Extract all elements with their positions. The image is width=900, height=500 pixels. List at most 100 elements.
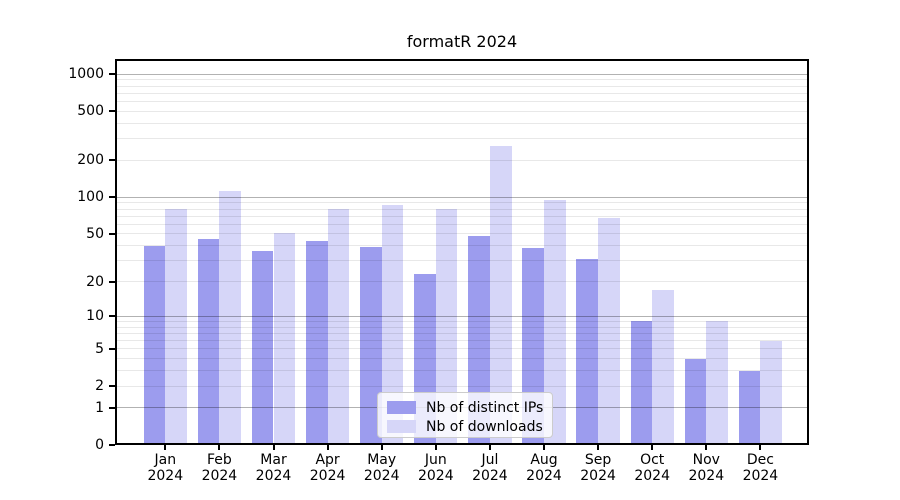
y-tick-mark-1000 — [109, 73, 115, 76]
x-tick-mark-feb — [218, 445, 221, 450]
y-tick-label-100: 100 — [77, 189, 104, 206]
gridline-minor-2 — [115, 385, 809, 387]
bar-nb-of-distinct-ips-may — [360, 246, 382, 445]
y-tick-mark-50 — [109, 232, 115, 235]
y-tick-mark-5 — [109, 347, 115, 350]
bar-nb-of-downloads-may — [381, 204, 404, 445]
y-tick-mark-10 — [109, 315, 115, 318]
x-tick-mark-mar — [272, 445, 275, 450]
gridline-minor-4 — [115, 358, 809, 360]
x-tick-mark-oct — [651, 445, 654, 450]
gridline-minor-800 — [115, 85, 809, 87]
legend-swatch-distinct-ips — [387, 401, 416, 414]
y-tick-mark-1 — [109, 406, 115, 409]
bar-nb-of-downloads-oct — [652, 289, 674, 445]
y-tick-label-1000: 1000 — [68, 66, 104, 83]
x-tick-label-mar: Mar 2024 — [255, 452, 292, 484]
gridline-minor-300 — [115, 138, 809, 140]
x-tick-label-jun: Jun 2024 — [417, 452, 454, 484]
gridline-minor-400 — [115, 122, 809, 124]
legend-label-distinct-ips: Nb of distinct IPs — [426, 399, 544, 416]
bar-nb-of-downloads-apr — [327, 209, 350, 445]
legend-label-downloads: Nb of downloads — [426, 418, 543, 435]
bar-nb-of-distinct-ips-dec — [738, 370, 761, 445]
x-tick-label-oct: Oct 2024 — [634, 452, 670, 484]
y-tick-mark-100 — [109, 196, 115, 199]
x-tick-mark-aug — [543, 445, 545, 450]
y-tick-mark-0 — [109, 444, 115, 446]
gridline-minor-8 — [115, 326, 809, 328]
x-tick-mark-apr — [326, 445, 329, 450]
gridline-minor-9 — [115, 320, 809, 322]
gridline-minor-3 — [115, 370, 809, 372]
y-tick-label-500: 500 — [77, 103, 104, 120]
y-tick-mark-20 — [109, 280, 115, 283]
grid-layer — [115, 59, 809, 445]
legend-swatch-downloads — [387, 420, 416, 433]
x-tick-label-may: May 2024 — [363, 452, 400, 484]
gridline-major-1000 — [115, 73, 809, 75]
bar-nb-of-downloads-jul — [489, 146, 512, 445]
bar-nb-of-downloads-dec — [760, 340, 783, 445]
bar-nb-of-downloads-feb — [219, 190, 242, 445]
gridline-minor-500 — [115, 110, 809, 112]
bar-nb-of-downloads-jan — [165, 209, 187, 445]
x-tick-mark-nov — [705, 445, 708, 450]
y-tick-label-200: 200 — [77, 152, 104, 169]
gridline-minor-6 — [115, 340, 809, 342]
y-tick-label-0: 0 — [95, 437, 104, 453]
x-tick-mark-dec — [759, 445, 762, 450]
bar-nb-of-downloads-nov — [706, 321, 728, 445]
gridline-minor-20 — [115, 281, 809, 283]
y-tick-mark-200 — [109, 159, 115, 162]
x-tick-mark-jan — [164, 445, 167, 450]
y-tick-mark-2 — [109, 385, 115, 388]
bar-nb-of-distinct-ips-apr — [305, 240, 328, 445]
x-tick-label-sep: Sep 2024 — [580, 452, 616, 484]
y-tick-label-20: 20 — [86, 273, 104, 290]
y-tick-label-50: 50 — [86, 225, 104, 242]
gridline-minor-600 — [115, 100, 809, 102]
y-tick-label-5: 5 — [95, 340, 104, 357]
bar-nb-of-distinct-ips-sep — [576, 258, 599, 445]
gridline-minor-70 — [115, 215, 809, 217]
gridline-minor-90 — [115, 202, 809, 204]
gridline-minor-200 — [115, 159, 809, 161]
y-tick-label-1: 1 — [95, 399, 104, 416]
bar-nb-of-distinct-ips-oct — [630, 321, 653, 445]
x-tick-label-aug: Aug 2024 — [526, 452, 562, 484]
bar-nb-of-distinct-ips-nov — [684, 358, 707, 445]
x-tick-label-jan: Jan 2024 — [147, 452, 184, 484]
bar-nb-of-distinct-ips-jan — [143, 245, 166, 445]
x-tick-mark-sep — [597, 445, 600, 450]
bar-nb-of-downloads-mar — [273, 232, 296, 445]
gridline-minor-30 — [115, 260, 809, 262]
gridline-minor-700 — [115, 92, 809, 94]
gridline-minor-900 — [115, 79, 809, 81]
legend-row-distinct-ips: Nb of distinct IPs — [387, 399, 552, 416]
gridline-minor-50 — [115, 233, 809, 235]
bar-nb-of-distinct-ips-mar — [251, 251, 274, 445]
gridline-minor-60 — [115, 223, 809, 225]
chart-title: formatR 2024 — [406, 32, 518, 51]
bar-nb-of-downloads-sep — [598, 217, 620, 445]
plot-area — [115, 59, 809, 445]
bar-nb-of-downloads-aug — [544, 199, 566, 445]
gridline-minor-5 — [115, 348, 809, 350]
x-tick-mark-jul — [488, 445, 491, 450]
x-tick-label-dec: Dec 2024 — [742, 452, 779, 484]
gridline-minor-80 — [115, 208, 809, 210]
legend-row-downloads: Nb of downloads — [387, 418, 552, 435]
x-tick-label-jul: Jul 2024 — [472, 452, 508, 484]
y-tick-label-2: 2 — [95, 378, 104, 395]
gridline-major-10 — [115, 315, 809, 317]
gridline-minor-7 — [115, 332, 809, 334]
y-tick-label-10: 10 — [86, 308, 104, 325]
bar-nb-of-downloads-jun — [435, 209, 458, 445]
y-tick-mark-500 — [109, 110, 115, 113]
gridline-minor-40 — [115, 245, 809, 247]
gridline-major-100 — [115, 196, 809, 198]
x-tick-label-feb: Feb 2024 — [201, 452, 238, 484]
x-tick-mark-jun — [434, 445, 437, 450]
